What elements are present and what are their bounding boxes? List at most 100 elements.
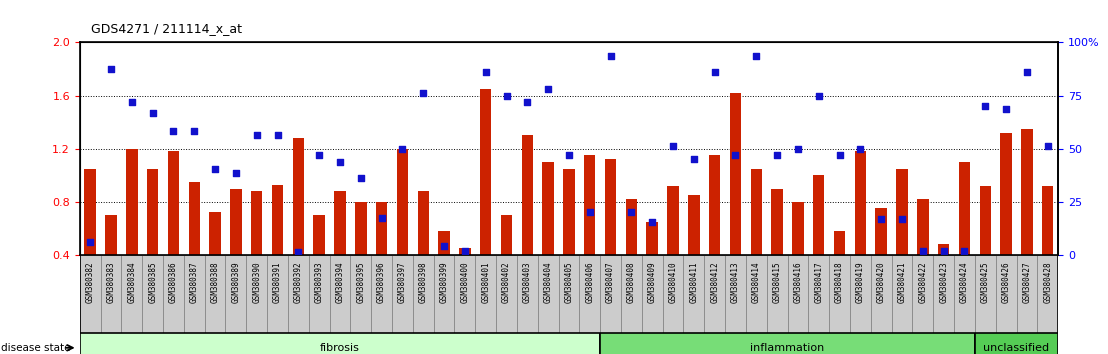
- Bar: [730, 93, 741, 255]
- Bar: [271, 184, 284, 255]
- Text: GSM380398: GSM380398: [419, 261, 428, 303]
- Bar: [475, 255, 496, 333]
- Bar: [522, 135, 533, 255]
- Point: [456, 248, 474, 254]
- Text: GSM380401: GSM380401: [481, 261, 490, 303]
- Bar: [418, 191, 429, 255]
- Point: [997, 106, 1015, 112]
- Bar: [601, 333, 975, 354]
- Point: [248, 132, 266, 138]
- Text: GSM380404: GSM380404: [544, 261, 553, 303]
- Bar: [996, 255, 1016, 333]
- Bar: [80, 333, 601, 354]
- Bar: [230, 188, 242, 255]
- Point: [976, 103, 994, 109]
- Text: GSM380393: GSM380393: [315, 261, 324, 303]
- Point: [727, 153, 745, 158]
- Text: GSM380412: GSM380412: [710, 261, 719, 303]
- Bar: [293, 138, 304, 255]
- Bar: [975, 255, 996, 333]
- Point: [831, 153, 849, 158]
- Text: GSM380405: GSM380405: [564, 261, 574, 303]
- Bar: [454, 255, 475, 333]
- Point: [748, 53, 766, 58]
- Bar: [167, 152, 179, 255]
- Bar: [771, 188, 783, 255]
- Bar: [335, 191, 346, 255]
- Text: GSM380422: GSM380422: [919, 261, 927, 303]
- Point: [206, 166, 224, 171]
- Bar: [147, 169, 158, 255]
- Bar: [537, 255, 558, 333]
- Point: [519, 99, 536, 105]
- Bar: [188, 182, 199, 255]
- Point: [602, 53, 619, 58]
- Point: [497, 93, 515, 98]
- Point: [768, 153, 786, 158]
- Point: [540, 86, 557, 92]
- Bar: [705, 255, 725, 333]
- Bar: [1001, 133, 1012, 255]
- Bar: [480, 89, 492, 255]
- Bar: [288, 255, 309, 333]
- Bar: [709, 155, 720, 255]
- Bar: [725, 255, 746, 333]
- Point: [852, 146, 870, 152]
- Text: GSM380400: GSM380400: [461, 261, 470, 303]
- Bar: [746, 255, 767, 333]
- Bar: [314, 215, 325, 255]
- Bar: [1016, 255, 1037, 333]
- Bar: [663, 255, 684, 333]
- Bar: [501, 215, 512, 255]
- Point: [414, 90, 432, 96]
- Text: GSM380425: GSM380425: [981, 261, 989, 303]
- Bar: [871, 255, 892, 333]
- Bar: [105, 215, 116, 255]
- Text: GSM380403: GSM380403: [523, 261, 532, 303]
- Point: [310, 153, 328, 158]
- Bar: [517, 255, 537, 333]
- Bar: [688, 195, 699, 255]
- Text: GSM380423: GSM380423: [940, 261, 948, 303]
- Point: [123, 99, 141, 105]
- Point: [664, 143, 681, 149]
- Bar: [355, 202, 367, 255]
- Text: GSM380416: GSM380416: [793, 261, 802, 303]
- Bar: [1022, 129, 1033, 255]
- Bar: [543, 162, 554, 255]
- Bar: [433, 255, 454, 333]
- Text: GSM380410: GSM380410: [668, 261, 677, 303]
- Text: GSM380420: GSM380420: [876, 261, 885, 303]
- Bar: [601, 255, 620, 333]
- Text: GSM380397: GSM380397: [398, 261, 407, 303]
- Bar: [896, 169, 907, 255]
- Text: GSM380414: GSM380414: [752, 261, 761, 303]
- Point: [289, 249, 307, 255]
- Point: [268, 132, 286, 138]
- Text: GSM380395: GSM380395: [357, 261, 366, 303]
- Bar: [459, 248, 471, 255]
- Point: [476, 69, 494, 74]
- Point: [955, 248, 973, 254]
- Point: [185, 129, 203, 134]
- Bar: [80, 255, 101, 333]
- Text: GSM380406: GSM380406: [585, 261, 594, 303]
- Point: [372, 215, 390, 221]
- Text: GSM380415: GSM380415: [772, 261, 781, 303]
- Bar: [813, 175, 824, 255]
- Text: GSM380409: GSM380409: [648, 261, 657, 303]
- Bar: [496, 255, 517, 333]
- Bar: [938, 244, 950, 255]
- Bar: [350, 255, 371, 333]
- Bar: [309, 255, 329, 333]
- Point: [1039, 143, 1057, 149]
- Bar: [1042, 186, 1054, 255]
- Point: [435, 243, 453, 249]
- Point: [810, 93, 828, 98]
- Bar: [958, 162, 971, 255]
- Text: GSM380386: GSM380386: [168, 261, 178, 303]
- Text: GSM380383: GSM380383: [106, 261, 115, 303]
- Text: GSM380424: GSM380424: [960, 261, 970, 303]
- Text: unclassified: unclassified: [984, 343, 1049, 353]
- Text: GSM380421: GSM380421: [897, 261, 906, 303]
